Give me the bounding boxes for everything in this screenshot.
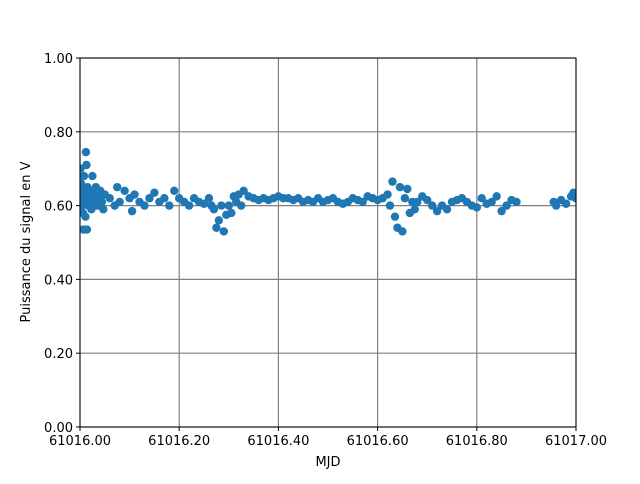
y-tick-label: 0.60 xyxy=(44,200,73,215)
point xyxy=(472,203,481,212)
point xyxy=(358,197,367,207)
y-tick-label: 1.00 xyxy=(44,52,73,67)
point xyxy=(512,197,521,207)
point xyxy=(390,212,400,221)
point xyxy=(395,182,405,192)
point xyxy=(115,197,124,207)
point xyxy=(502,201,511,210)
point xyxy=(113,182,122,192)
x-tick-label: 61016.20 xyxy=(148,434,210,449)
point xyxy=(81,147,91,157)
x-tick-label: 61016.60 xyxy=(347,434,409,449)
point xyxy=(97,197,107,207)
point xyxy=(571,194,576,203)
x-tick-label: 61016.80 xyxy=(446,434,508,449)
point xyxy=(383,190,392,199)
point xyxy=(140,201,149,210)
point xyxy=(127,206,137,216)
point xyxy=(199,199,209,208)
y-tick-label: 0.20 xyxy=(44,347,73,362)
point xyxy=(81,212,90,221)
point xyxy=(150,188,159,197)
point xyxy=(427,201,437,210)
point xyxy=(82,225,92,234)
y-axis-label: Puissance du signal en V xyxy=(19,161,34,322)
point xyxy=(398,227,407,236)
point xyxy=(239,186,248,196)
point xyxy=(403,184,412,194)
point xyxy=(423,195,432,205)
point xyxy=(400,194,410,203)
point xyxy=(497,206,506,216)
plot-frame xyxy=(79,57,577,428)
point xyxy=(80,171,89,181)
point xyxy=(120,186,129,196)
point xyxy=(224,201,233,210)
y-tick-label: 0.80 xyxy=(44,126,73,141)
point xyxy=(217,201,226,210)
point xyxy=(145,194,154,203)
point xyxy=(105,194,114,203)
x-tick-label: 61016.00 xyxy=(49,434,111,449)
point xyxy=(160,194,169,203)
point xyxy=(237,201,246,210)
point xyxy=(170,186,179,196)
point xyxy=(130,190,139,199)
point xyxy=(209,205,219,214)
point xyxy=(477,194,486,203)
ticks: 61016.00 61016.20 61016.40 61016.60 61016.80… xyxy=(44,52,607,449)
x-tick-label: 61017.00 xyxy=(545,434,607,449)
point xyxy=(204,194,214,203)
point xyxy=(219,227,229,236)
point xyxy=(492,192,501,201)
point xyxy=(385,201,395,210)
point xyxy=(388,177,397,186)
point xyxy=(432,206,442,216)
point xyxy=(561,199,571,208)
point xyxy=(551,201,561,210)
grid xyxy=(79,57,577,428)
points xyxy=(80,147,576,236)
point xyxy=(413,197,422,207)
y-tick-label: 0.40 xyxy=(44,273,73,288)
point xyxy=(88,171,97,181)
x-axis-label: MJD xyxy=(315,455,340,470)
x-tick-label: 61016.40 xyxy=(247,434,309,449)
point xyxy=(487,197,496,207)
point xyxy=(410,205,419,214)
point xyxy=(227,208,236,218)
point xyxy=(165,201,174,210)
point xyxy=(82,160,91,170)
y-tick-label: 0.00 xyxy=(44,421,73,436)
point xyxy=(212,223,221,232)
point xyxy=(442,205,452,214)
point xyxy=(184,201,194,210)
point xyxy=(99,205,108,214)
point xyxy=(214,216,224,225)
